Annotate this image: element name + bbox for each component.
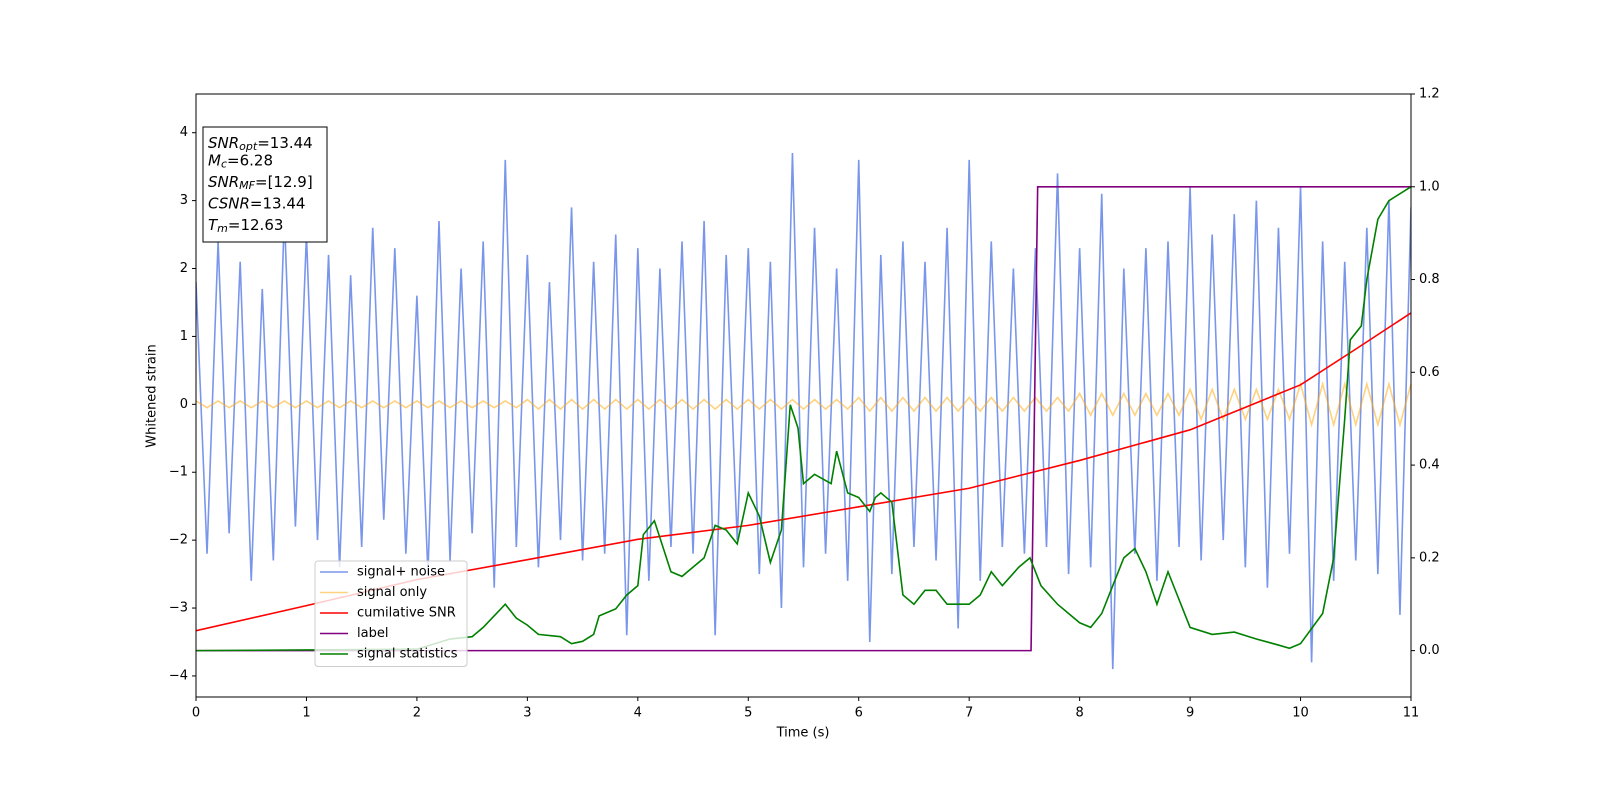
series-line <box>196 380 1411 428</box>
annotation: CSNR=13.44 <box>208 194 305 212</box>
x-tick-label: 11 <box>1403 706 1420 721</box>
legend-label: signal+ noise <box>357 565 445 580</box>
legend: signal+ noise signal only cumilative SNR la… <box>314 560 468 667</box>
annotation-value: =[12.9] <box>255 173 313 191</box>
annotation-sub: opt <box>239 140 258 153</box>
x-tick-label: 3 <box>523 706 531 721</box>
x-tick-label: 0 <box>192 706 200 721</box>
legend-label: signal statistics <box>357 647 458 662</box>
y2-tick-label: 0.4 <box>1419 458 1440 473</box>
annotation-value: =13.44 <box>257 134 313 152</box>
x-tick-label: 1 <box>302 706 310 721</box>
annotation-value: =12.63 <box>228 216 284 234</box>
y-tick-label: −3 <box>169 601 188 616</box>
legend-frame <box>314 560 468 667</box>
annotation-sub: c <box>221 158 227 171</box>
annotation-name: M <box>208 151 221 169</box>
x-tick-label: 5 <box>744 706 752 721</box>
annotation-sub: MF <box>239 179 255 192</box>
x-axis-label: Time (s) <box>776 726 830 741</box>
series-line <box>196 186 1411 652</box>
series-line <box>196 185 1411 652</box>
y2-tick-label: 1.0 <box>1419 179 1440 194</box>
y2-tick-label: 0.0 <box>1419 643 1440 658</box>
annotation-name: SNR <box>208 134 239 152</box>
y-tick-label: 2 <box>180 261 188 276</box>
annotation: Tm=12.63 <box>208 216 283 236</box>
y-tick-label: 4 <box>180 125 188 140</box>
annotation-name: CSNR <box>208 194 250 212</box>
y-tick-label: −1 <box>169 465 188 480</box>
x-tick-label: 2 <box>413 706 421 721</box>
annotation-box: SNRopt=13.44Mc=6.28SNRMF=[12.9]CSNR=13.4… <box>202 126 328 243</box>
y-tick-label: 1 <box>180 329 188 344</box>
x-tick-label: 9 <box>1186 706 1194 721</box>
y-tick-label: 3 <box>180 193 188 208</box>
y2-tick-label: 0.6 <box>1419 365 1440 380</box>
annotation: Mc=6.28 <box>208 151 273 171</box>
y2-tick-label: 0.8 <box>1419 272 1440 287</box>
y-axis-label: Whitened strain <box>145 344 160 447</box>
legend-label: signal only <box>357 585 427 600</box>
y-tick-label: −4 <box>169 668 188 683</box>
y-tick-label: 0 <box>180 397 188 412</box>
series-line <box>196 153 1411 670</box>
legend-label: cumilative SNR <box>357 606 456 621</box>
annotation-value: =13.44 <box>250 194 306 212</box>
annotation: SNRopt=13.44 <box>208 134 313 154</box>
x-tick-label: 7 <box>965 706 973 721</box>
plot-frame <box>195 93 1412 698</box>
x-tick-label: 6 <box>855 706 863 721</box>
y2-tick-label: 0.2 <box>1419 550 1440 565</box>
x-tick-label: 4 <box>634 706 642 721</box>
annotation-frame <box>202 126 328 243</box>
annotation-sub: m <box>217 222 228 235</box>
annotation: SNRMF=[12.9] <box>208 173 313 193</box>
annotation-name: T <box>208 216 219 234</box>
annotation-value: =6.28 <box>227 151 273 169</box>
y2-tick-label: 1.2 <box>1419 87 1440 102</box>
legend-label: label <box>357 626 388 641</box>
y-tick-label: −2 <box>169 533 188 548</box>
x-tick-label: 10 <box>1292 706 1309 721</box>
x-tick-label: 8 <box>1075 706 1083 721</box>
annotation-name: SNR <box>208 173 239 191</box>
